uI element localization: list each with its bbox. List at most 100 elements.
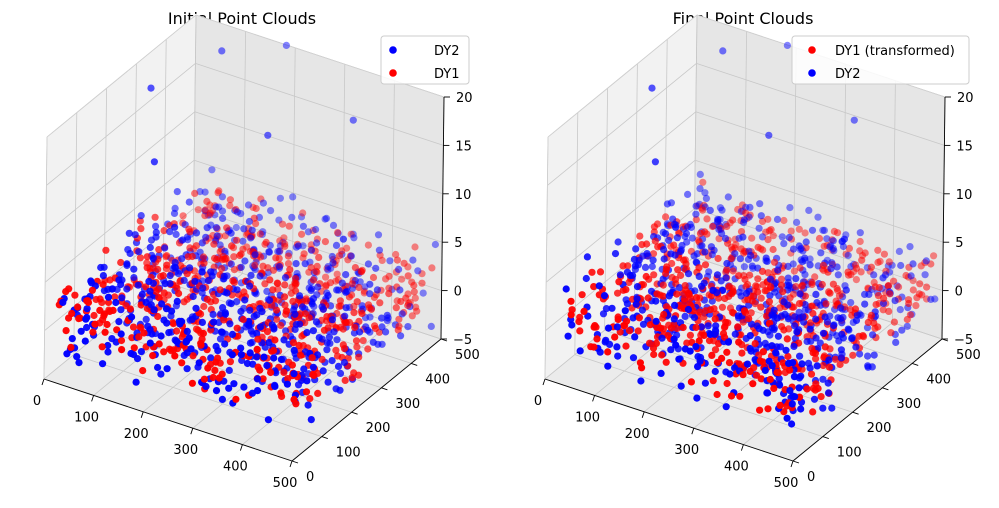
scatter-point	[885, 307, 893, 315]
scatter-point	[917, 262, 925, 270]
scatter-point	[286, 266, 294, 274]
scatter-point	[826, 289, 834, 297]
gridline	[162, 39, 167, 282]
scatter-point	[226, 196, 234, 204]
scatter-point	[780, 326, 788, 334]
scatter-point	[817, 393, 825, 401]
scatter-point	[625, 327, 634, 335]
scatter-point	[724, 193, 732, 201]
gridline	[545, 159, 696, 283]
scatter-point	[211, 254, 219, 262]
scatter-point	[171, 352, 179, 360]
scatter-point	[706, 206, 714, 214]
gridline	[44, 159, 195, 283]
scatter-point	[761, 366, 769, 374]
scatter-point	[649, 250, 658, 258]
scatter-point	[797, 372, 805, 380]
scatter-point	[197, 339, 205, 347]
scatter-point	[720, 333, 729, 341]
scatter-point	[76, 314, 84, 322]
gridline	[546, 111, 697, 235]
scatter-point	[905, 299, 913, 308]
scatter-point	[836, 360, 844, 369]
scatter-point	[208, 166, 216, 174]
scatter-point	[849, 351, 857, 359]
scatter-point	[681, 312, 689, 320]
scatter-point	[194, 206, 202, 214]
scatter-point	[334, 229, 342, 237]
scatter-point	[906, 243, 914, 251]
scatter-point	[237, 307, 245, 316]
scatter-point	[104, 293, 113, 301]
scatter-point	[264, 131, 272, 139]
scatter-point	[259, 199, 267, 207]
scatter-point	[675, 355, 683, 363]
scatter-point	[414, 267, 422, 275]
scatter-point	[748, 234, 756, 242]
scatter-point	[903, 322, 911, 330]
scatter-point	[228, 351, 236, 359]
scatter-point	[160, 348, 168, 356]
scatter-point	[68, 335, 76, 343]
scatter-point	[237, 344, 245, 352]
scatter-point	[931, 295, 939, 303]
scatter-point	[209, 373, 217, 382]
scatter-point	[89, 328, 97, 336]
scatter-point	[692, 343, 700, 351]
scatter-point	[820, 242, 828, 250]
y-tick	[411, 362, 418, 366]
scatter-point	[354, 371, 363, 379]
scatter-point	[691, 287, 699, 295]
scatter-point	[281, 301, 289, 309]
left-pane	[545, 15, 697, 379]
y-tick-label: 200	[867, 421, 892, 436]
scatter-point	[724, 338, 733, 346]
x-tick	[542, 378, 546, 386]
scatter-point	[428, 264, 436, 272]
scatter-point	[671, 275, 680, 283]
scatter-point	[885, 258, 893, 266]
scatter-point	[789, 359, 797, 367]
scatter-point	[278, 220, 287, 228]
scatter-point	[809, 408, 817, 416]
scatter-point	[754, 275, 762, 283]
scatter-point	[369, 338, 377, 346]
scatter-point	[324, 291, 332, 300]
scatter-point	[216, 286, 224, 294]
scatter-point	[567, 297, 575, 305]
scatter-point	[230, 380, 238, 388]
scatter-point	[315, 253, 323, 261]
scatter-point	[304, 228, 312, 236]
scatter-point	[673, 290, 681, 298]
scatter-point	[135, 333, 143, 341]
scatter-point	[688, 234, 697, 242]
y-tick	[321, 436, 328, 440]
scatter-point	[186, 244, 194, 252]
scatter-point	[740, 263, 749, 271]
scatter-point	[808, 278, 816, 287]
scatter-point	[583, 253, 592, 261]
scatter-point	[734, 312, 742, 320]
scatter-point	[155, 246, 163, 254]
scatter-point	[909, 260, 917, 268]
scatter-point	[819, 375, 827, 383]
scatter-point	[576, 347, 584, 355]
scatter-point	[297, 351, 305, 359]
scatter-point	[137, 212, 145, 220]
legend-marker-dy2	[808, 69, 816, 77]
scatter-point	[872, 301, 880, 309]
z-tick-label: 10	[455, 188, 472, 203]
scatter-point	[793, 218, 801, 226]
scatter-point	[671, 301, 679, 309]
scatter-point	[886, 290, 894, 298]
scatter-point	[684, 190, 692, 198]
scatter-point	[864, 318, 872, 326]
scatter-point	[801, 301, 809, 309]
scatter-point	[288, 213, 296, 221]
scatter-point	[237, 351, 245, 359]
scatter-point	[813, 362, 821, 370]
scatter-point	[679, 323, 687, 332]
scatter-point	[366, 290, 374, 298]
scatter-point	[682, 229, 691, 238]
scatter-point	[397, 332, 405, 340]
